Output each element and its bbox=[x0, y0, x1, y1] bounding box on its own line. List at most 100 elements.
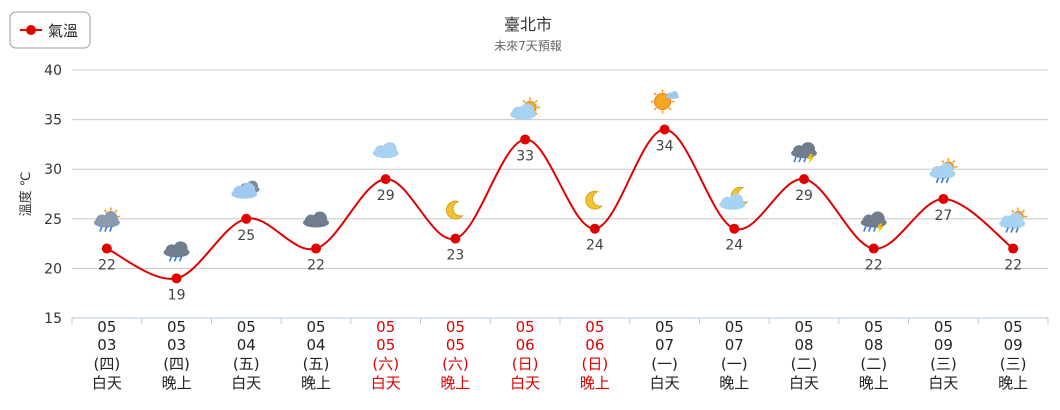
data-point[interactable] bbox=[659, 124, 670, 135]
sun-ray bbox=[534, 111, 538, 116]
legend-marker bbox=[26, 25, 36, 35]
data-point[interactable] bbox=[450, 233, 461, 244]
y-tick-label: 35 bbox=[44, 113, 62, 129]
legend-box[interactable] bbox=[9, 11, 91, 49]
x-tick-day: 08 bbox=[794, 336, 813, 354]
data-point[interactable] bbox=[171, 273, 182, 284]
moon-icon bbox=[585, 190, 603, 210]
x-tick-day: 03 bbox=[167, 336, 186, 354]
y-tick-label: 15 bbox=[44, 311, 62, 327]
x-tick-period: 白天 bbox=[650, 374, 680, 392]
y-tick-label: 25 bbox=[44, 212, 62, 228]
x-tick-day: 07 bbox=[725, 336, 744, 354]
legend-series-label: 氣溫 bbox=[48, 22, 78, 40]
x-tick-month: 05 bbox=[1004, 318, 1023, 336]
data-point[interactable] bbox=[241, 213, 252, 224]
sun-ray bbox=[534, 99, 538, 104]
rain-drop bbox=[862, 226, 867, 232]
cloud-shape bbox=[510, 103, 537, 120]
data-label: 33 bbox=[516, 148, 534, 164]
cloud-puff bbox=[939, 162, 954, 177]
temperature-series-line bbox=[106, 128, 1014, 280]
series-line-layer bbox=[106, 128, 1014, 280]
x-tick-period: 晚上 bbox=[162, 374, 192, 392]
cloud-shape bbox=[163, 241, 190, 258]
dark-cloud-icon bbox=[303, 211, 329, 228]
data-label: 27 bbox=[935, 208, 953, 224]
cloud-puff bbox=[103, 211, 118, 226]
x-tick-month: 05 bbox=[516, 318, 535, 336]
sun-ray bbox=[1021, 209, 1026, 213]
data-label: 19 bbox=[168, 287, 186, 303]
cloud-puff bbox=[241, 182, 256, 197]
x-tick-weekday: (日) bbox=[581, 355, 608, 373]
rain-drop bbox=[1015, 227, 1019, 233]
rain-drop bbox=[99, 226, 103, 232]
cloud-puff bbox=[729, 193, 744, 208]
y-axis-title: 溫度 ℃ bbox=[18, 172, 34, 217]
sun-ray bbox=[522, 99, 526, 104]
data-point[interactable] bbox=[520, 134, 531, 145]
rain-drop bbox=[793, 156, 797, 163]
cloudy-icon bbox=[231, 180, 260, 199]
x-tick-month: 05 bbox=[725, 318, 744, 336]
rain-drop bbox=[178, 256, 183, 262]
partly-sunny-icon bbox=[510, 97, 541, 120]
x-tick-month: 05 bbox=[446, 318, 465, 336]
sunny-icon bbox=[650, 89, 680, 114]
x-tick-period: 晚上 bbox=[719, 374, 749, 392]
y-tick-label: 20 bbox=[44, 261, 62, 277]
cloud-icon bbox=[372, 142, 399, 159]
data-point[interactable] bbox=[799, 174, 809, 185]
x-tick-weekday: (五) bbox=[303, 355, 330, 373]
data-label: 23 bbox=[447, 248, 465, 264]
data-label: 22 bbox=[98, 258, 116, 274]
data-label: 22 bbox=[865, 258, 883, 274]
x-tick-weekday: (六) bbox=[442, 355, 469, 373]
sun-ray bbox=[653, 107, 657, 111]
x-tick-period: 晚上 bbox=[301, 374, 331, 392]
data-point[interactable] bbox=[1008, 243, 1019, 254]
cloud-puff bbox=[870, 211, 885, 226]
data-label: 22 bbox=[1004, 258, 1022, 274]
data-point[interactable] bbox=[868, 243, 879, 254]
data-point[interactable] bbox=[729, 223, 740, 234]
data-label: 25 bbox=[237, 228, 255, 244]
data-label: 29 bbox=[377, 188, 395, 204]
x-tick-month: 05 bbox=[864, 318, 883, 336]
x-tick-month: 05 bbox=[97, 318, 116, 336]
x-tick-weekday: (三) bbox=[1000, 355, 1027, 373]
x-tick-month: 05 bbox=[376, 318, 395, 336]
dark-cloud-rain-icon bbox=[163, 241, 190, 262]
data-point[interactable] bbox=[101, 243, 112, 254]
x-tick-labels: 0503(四)白天0503(四)晚上0504(五)白天0504(五)晚上0505… bbox=[92, 318, 1028, 392]
cloud-puff bbox=[671, 91, 679, 99]
cloud-shape bbox=[93, 211, 120, 228]
y-tick-label: 40 bbox=[44, 63, 62, 79]
data-point[interactable] bbox=[938, 193, 949, 204]
data-point[interactable] bbox=[311, 243, 321, 254]
data-point[interactable] bbox=[380, 174, 391, 185]
x-tick-period: 白天 bbox=[92, 374, 122, 392]
moon-shape bbox=[585, 190, 603, 210]
moon-cloud-icon bbox=[719, 186, 749, 210]
x-tick-period: 晚上 bbox=[859, 374, 889, 392]
sun-ray bbox=[668, 107, 672, 111]
rain-drop bbox=[945, 177, 950, 184]
cloud-shape bbox=[303, 211, 329, 228]
lightning-bolt bbox=[807, 154, 814, 165]
legend[interactable]: 氣溫 bbox=[9, 11, 91, 49]
x-tick-day: 05 bbox=[446, 336, 465, 354]
x-tick-day: 04 bbox=[306, 336, 325, 354]
x-tick-weekday: (日) bbox=[512, 355, 539, 373]
x-tick-weekday: (一) bbox=[721, 355, 748, 373]
data-point[interactable] bbox=[589, 223, 600, 234]
